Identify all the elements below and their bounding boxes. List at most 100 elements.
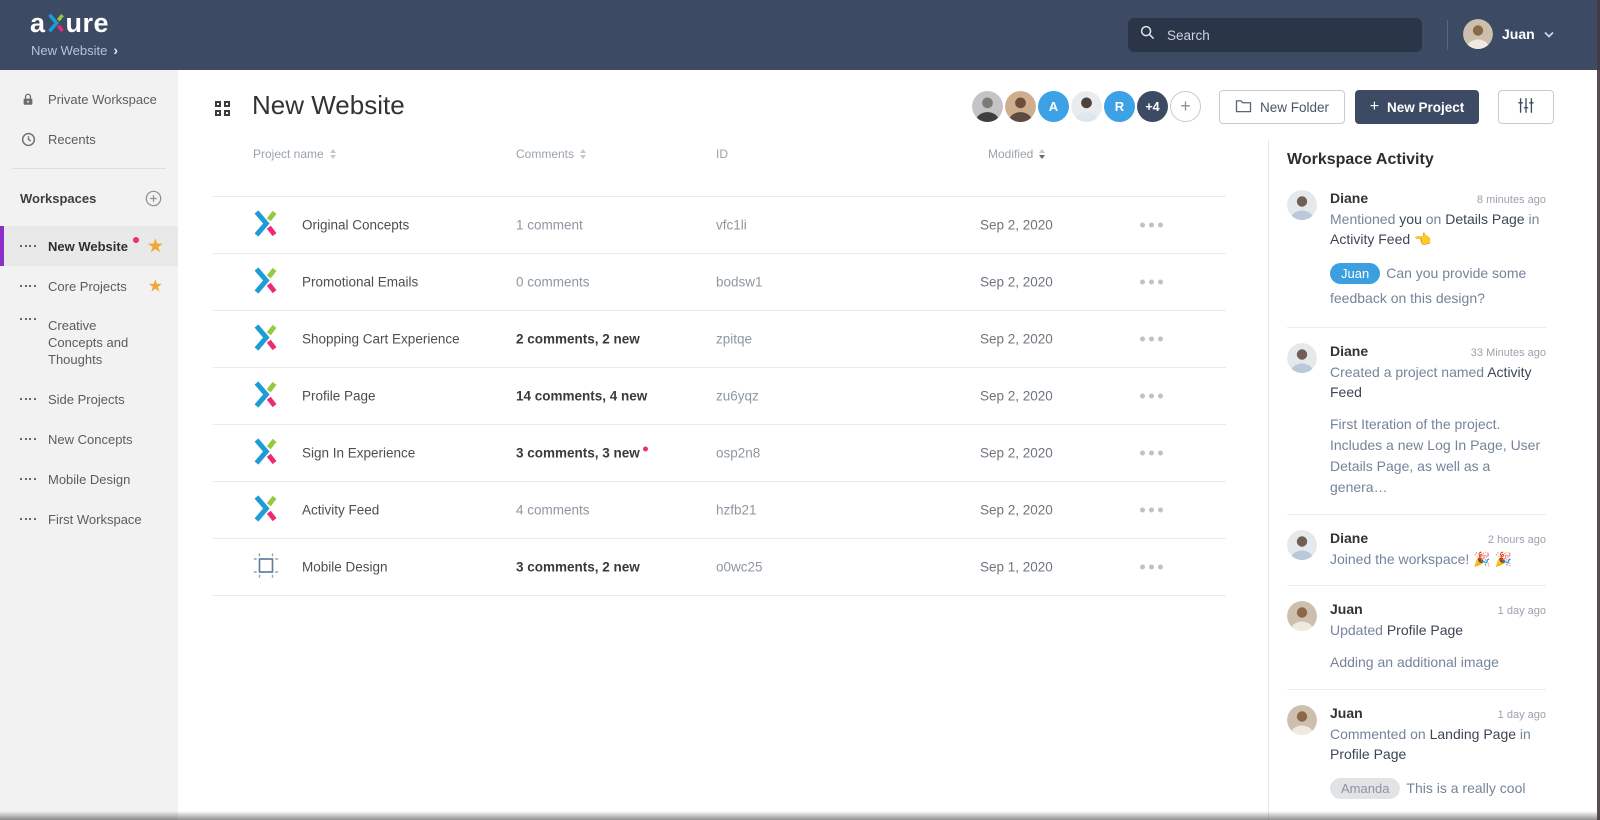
workspace-grid-icon-large — [215, 101, 230, 116]
column-header-project-name[interactable]: Project name — [253, 147, 336, 161]
user-menu[interactable]: Juan — [1463, 19, 1554, 49]
artboard-project-icon — [253, 553, 279, 582]
table-header: Project name Comments ID Modified — [213, 147, 1226, 167]
workspace-activity-panel: Workspace Activity Diane 8 minutes ago M… — [1268, 140, 1600, 820]
row-menu-button[interactable] — [1138, 331, 1165, 348]
sidebar-item-private-workspace[interactable]: Private Workspace — [0, 79, 178, 119]
add-member-button[interactable]: + — [1170, 91, 1201, 122]
id-cell: osp2n8 — [716, 445, 761, 461]
id-cell: bodsw1 — [716, 274, 763, 290]
modified-cell: Sep 2, 2020 — [980, 274, 1053, 290]
sidebar-workspace-core-projects[interactable]: Core Projects ★ — [0, 266, 178, 306]
modified-cell: Sep 2, 2020 — [980, 331, 1053, 347]
window-right-edge — [1597, 0, 1600, 820]
activity-description: Updated Profile Page — [1330, 622, 1464, 638]
project-name[interactable]: Shopping Cart Experience — [302, 331, 460, 347]
table-row[interactable]: Sign In Experience 3 comments, 3 new osp… — [213, 424, 1226, 481]
search-input[interactable] — [1165, 26, 1410, 44]
member-avatar-photo[interactable] — [1005, 91, 1036, 122]
workspaces-header: Workspaces — [0, 178, 178, 218]
new-project-button[interactable]: + New Project — [1355, 90, 1479, 124]
project-link[interactable]: Activity Feed — [1330, 231, 1415, 247]
project-name[interactable]: Activity Feed — [302, 502, 380, 518]
axure-logo[interactable]: a ure — [30, 6, 109, 40]
comments-cell: 1 comment — [516, 217, 583, 233]
workspace-label: Side Projects — [48, 391, 125, 407]
modified-cell: Sep 2, 2020 — [980, 388, 1053, 404]
add-workspace-button[interactable] — [145, 190, 162, 207]
project-link[interactable]: Profile Page — [1330, 746, 1407, 762]
chevron-down-icon — [1544, 25, 1554, 43]
row-menu-button[interactable] — [1138, 559, 1165, 576]
member-avatar-initial[interactable]: R — [1104, 91, 1135, 122]
table-row[interactable]: Promotional Emails 0 comments bodsw1 Sep… — [213, 253, 1226, 310]
page-link[interactable]: Details Page — [1445, 211, 1525, 227]
column-label: Project name — [253, 147, 324, 161]
sidebar-workspace-new-website[interactable]: New Website ★ — [0, 226, 178, 266]
column-label: Modified — [988, 147, 1034, 161]
table-row[interactable]: Original Concepts 1 comment vfc1li Sep 2… — [213, 196, 1226, 253]
project-name[interactable]: Original Concepts — [302, 217, 410, 233]
comments-cell: 4 comments — [516, 502, 590, 518]
axure-project-icon — [253, 210, 278, 241]
member-avatar-initial[interactable]: A — [1038, 91, 1069, 122]
sidebar-workspace-mobile-design[interactable]: Mobile Design — [0, 459, 178, 499]
activity-timestamp: 1 day ago — [1497, 605, 1546, 617]
column-header-comments[interactable]: Comments — [516, 147, 587, 161]
project-link[interactable]: Profile Page — [1386, 622, 1464, 638]
modified-cell: Sep 2, 2020 — [980, 502, 1053, 518]
new-folder-label: New Folder — [1259, 99, 1330, 115]
workspace-label: Core Projects — [48, 278, 127, 294]
modified-cell: Sep 2, 2020 — [980, 217, 1053, 233]
star-icon[interactable]: ★ — [147, 236, 163, 256]
sidebar-item-recents[interactable]: Recents — [0, 119, 178, 159]
sidebar-workspace-side-projects[interactable]: Side Projects — [0, 379, 178, 419]
row-menu-button[interactable] — [1138, 217, 1165, 234]
activity-timestamp: 2 hours ago — [1487, 534, 1546, 546]
id-cell: hzfb21 — [716, 502, 757, 518]
workspace-label: First Workspace — [48, 511, 142, 527]
row-menu-button[interactable] — [1138, 445, 1165, 462]
project-name[interactable]: Profile Page — [302, 388, 376, 404]
comment-quote: Juan Can you provide some feedback on thi… — [1330, 263, 1527, 306]
workspace-grid-icon — [20, 438, 36, 440]
axure-project-icon — [253, 324, 278, 355]
mention-pill[interactable]: Juan — [1330, 263, 1381, 284]
member-avatar-overflow-count[interactable]: +4 — [1137, 91, 1168, 122]
comments-cell: 3 comments, 2 new — [516, 559, 640, 575]
column-header-id[interactable]: ID — [716, 147, 728, 161]
activity-entry: Juan 1 day ago Updated Profile Page Addi… — [1287, 585, 1546, 689]
new-folder-button[interactable]: New Folder — [1219, 90, 1345, 124]
row-menu-button[interactable] — [1138, 502, 1165, 519]
project-name[interactable]: Mobile Design — [302, 559, 388, 575]
column-header-modified[interactable]: Modified — [988, 147, 1046, 161]
search-box[interactable] — [1128, 18, 1422, 52]
axure-project-icon — [253, 438, 278, 469]
project-name[interactable]: Sign In Experience — [302, 445, 416, 461]
workspace-grid-icon — [20, 245, 36, 247]
sidebar-workspace-first-workspace[interactable]: First Workspace — [0, 499, 178, 539]
sidebar-workspace-creative-concepts[interactable]: Creative Concepts and Thoughts — [0, 306, 178, 379]
table-row[interactable]: Mobile Design 3 comments, 2 new o0wc25 S… — [213, 538, 1226, 596]
member-avatar-photo[interactable] — [972, 91, 1003, 122]
table-row[interactable]: Profile Page 14 comments, 4 new zu6yqz S… — [213, 367, 1226, 424]
sidebar-workspace-new-concepts[interactable]: New Concepts — [0, 419, 178, 459]
row-menu-button[interactable] — [1138, 274, 1165, 291]
project-link[interactable]: Activity Feed — [1330, 364, 1532, 400]
project-name[interactable]: Promotional Emails — [302, 274, 419, 290]
activity-timestamp: 8 minutes ago — [1476, 194, 1546, 206]
filter-button[interactable] — [1498, 90, 1554, 124]
member-avatar-photo[interactable] — [1071, 91, 1102, 122]
activity-entry: Diane 2 hours ago Joined the workspace! … — [1287, 514, 1546, 585]
new-project-label: New Project — [1387, 99, 1465, 115]
comments-cell: 3 comments, 3 new — [516, 446, 648, 461]
table-row[interactable]: Activity Feed 4 comments hzfb21 Sep 2, 2… — [213, 481, 1226, 538]
page-link[interactable]: Landing Page — [1429, 726, 1517, 742]
activity-entry: Juan 1 day ago Commented on Landing Page… — [1287, 689, 1546, 817]
star-icon[interactable]: ★ — [147, 276, 163, 296]
table-row[interactable]: Shopping Cart Experience 2 comments, 2 n… — [213, 310, 1226, 367]
comments-cell: 0 comments — [516, 274, 590, 290]
breadcrumb[interactable]: New Website › — [31, 43, 118, 58]
row-menu-button[interactable] — [1138, 388, 1165, 405]
